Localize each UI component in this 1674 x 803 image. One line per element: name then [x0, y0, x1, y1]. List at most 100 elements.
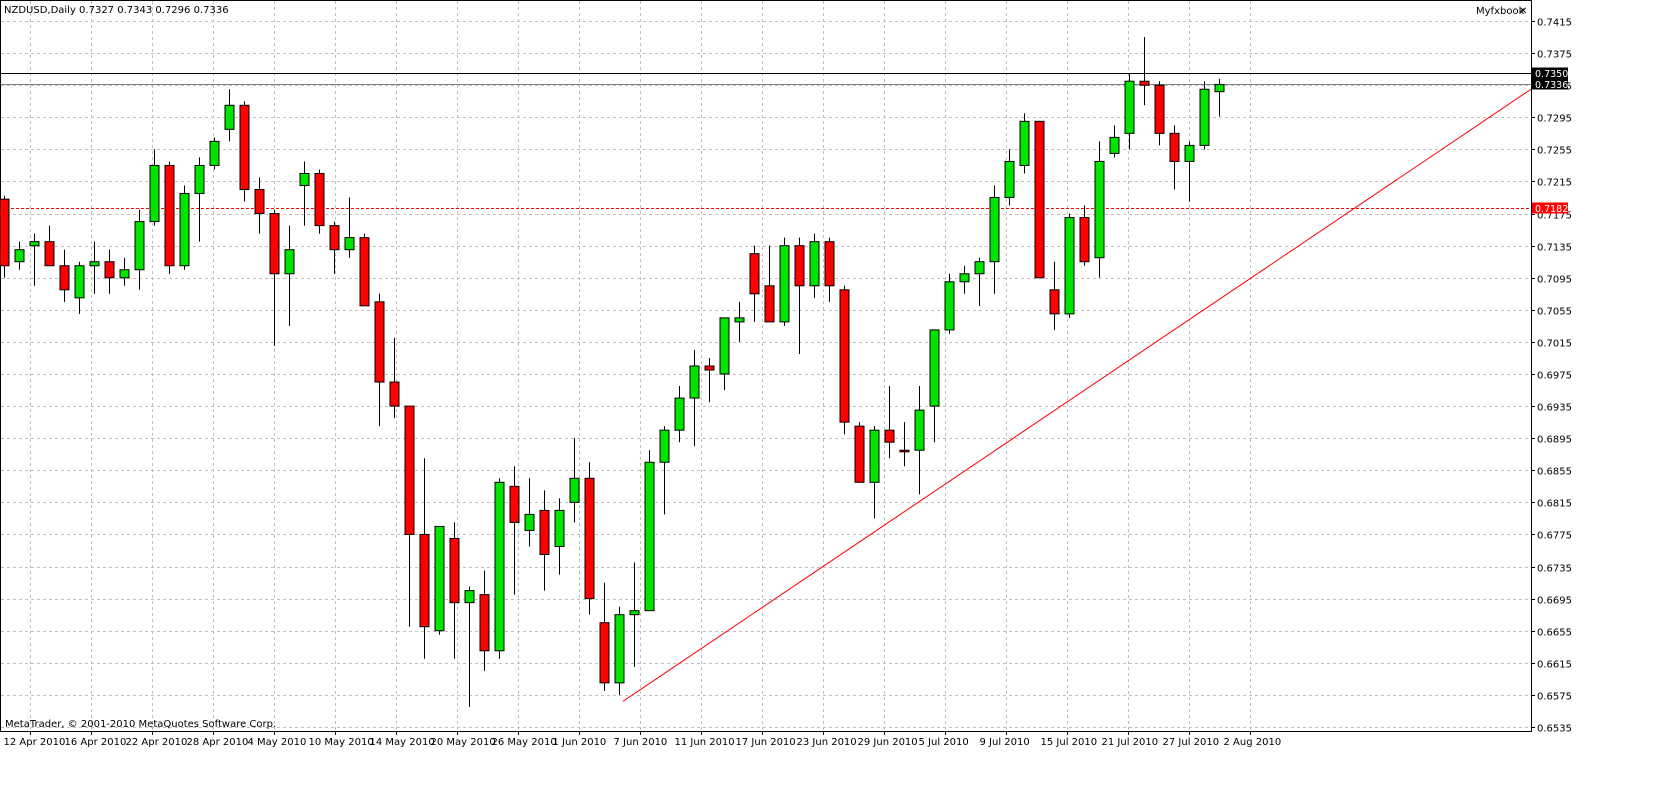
date-tick-label: 22 Apr 2010 — [126, 737, 188, 748]
price-tick-label: 0.7015 — [1537, 339, 1572, 350]
candle — [1079, 205, 1090, 266]
candle — [914, 386, 925, 495]
price-line-badge — [1532, 67, 1568, 79]
symbol-info: NZDUSD,Daily 0.7327 0.7343 0.7296 0.7336 — [4, 5, 229, 16]
close-icon[interactable]: ✕ — [1519, 6, 1527, 17]
price-line-label: 0.7182 — [1535, 204, 1568, 215]
candle — [1139, 37, 1150, 106]
candle — [629, 562, 640, 667]
candle — [14, 241, 25, 270]
candle — [854, 422, 865, 483]
candle — [374, 293, 385, 427]
candle — [974, 257, 985, 306]
candle-body — [674, 397, 685, 431]
price-tick-label: 0.6895 — [1537, 435, 1572, 446]
candle-body — [359, 237, 370, 307]
price-tick-label: 0.7215 — [1537, 178, 1572, 189]
candle — [164, 161, 175, 274]
date-tick-label: 27 Jul 2010 — [1163, 737, 1220, 748]
candle — [224, 89, 235, 142]
date-tick-label: 7 Jun 2010 — [614, 737, 668, 748]
candle-body — [224, 104, 235, 130]
candle-body — [1079, 217, 1090, 263]
candle — [329, 221, 340, 274]
candle — [344, 197, 355, 258]
candle-body — [209, 140, 220, 166]
candle — [29, 233, 40, 286]
price-tick-label: 0.7415 — [1537, 18, 1572, 29]
candle — [1019, 113, 1030, 174]
candle-body — [374, 301, 385, 383]
candle-body — [929, 329, 940, 407]
candle-body — [1184, 144, 1195, 162]
candle — [404, 405, 415, 627]
candle — [839, 285, 850, 435]
candle — [104, 249, 115, 294]
date-tick-label: 21 Jul 2010 — [1102, 737, 1159, 748]
candle — [539, 490, 550, 591]
candle — [1214, 78, 1225, 117]
candle — [614, 606, 625, 695]
date-tick-label: 12 Apr 2010 — [4, 737, 66, 748]
candle-body — [689, 365, 700, 399]
candle-body — [1019, 120, 1030, 166]
candle — [959, 265, 970, 294]
price-tick-label: 0.6575 — [1537, 692, 1572, 703]
candle-body — [614, 614, 625, 684]
myfxbook-label[interactable]: Myfxbook — [1476, 6, 1525, 17]
candle-body — [1094, 160, 1105, 259]
candle — [794, 237, 805, 354]
candle-body — [1034, 120, 1045, 279]
date-tick-label: 2 Aug 2010 — [1224, 737, 1282, 748]
price-tick-label: 0.6615 — [1537, 660, 1572, 671]
price-tick-label: 0.7295 — [1537, 114, 1572, 125]
candle-body — [584, 477, 595, 600]
trendline-layer[interactable] — [622, 88, 1532, 702]
trendline[interactable] — [622, 88, 1532, 702]
date-tick-label: 14 May 2010 — [370, 737, 435, 748]
candle — [989, 185, 1000, 294]
candle-body — [239, 104, 250, 191]
candle-body — [434, 525, 445, 632]
price-tick-label: 0.6975 — [1537, 371, 1572, 382]
candle-body — [1064, 217, 1075, 315]
candle — [704, 357, 715, 403]
candle — [419, 458, 430, 659]
price-tick-label: 0.6855 — [1537, 467, 1572, 478]
candle — [494, 478, 505, 659]
candle — [1064, 213, 1075, 318]
candle — [0, 195, 10, 278]
candle — [944, 273, 955, 334]
candle-body — [164, 164, 175, 267]
candle-body — [314, 172, 325, 227]
candles — [0, 37, 1225, 707]
price-tick-label: 0.6695 — [1537, 596, 1572, 607]
candle-body — [1049, 289, 1060, 315]
date-tick-label: 23 Jun 2010 — [797, 737, 857, 748]
date-axis: 12 Apr 2010 16 Apr 2010 22 Apr 2010 28 Apr … — [4, 731, 1282, 748]
candle-body — [284, 249, 295, 275]
candle-body — [779, 245, 790, 323]
date-tick-label: 4 May 2010 — [248, 737, 307, 748]
candle-body — [344, 237, 355, 251]
candle-body — [539, 509, 550, 556]
candle-body — [524, 513, 535, 531]
price-tick-label: 0.7375 — [1537, 50, 1572, 61]
candle-body — [179, 193, 190, 267]
candle-body — [599, 622, 610, 684]
candle — [299, 161, 310, 226]
candle — [1049, 261, 1060, 330]
candle — [659, 426, 670, 515]
candle-body — [839, 289, 850, 423]
copyright-text: MetaTrader, © 2001-2010 MetaQuotes Softw… — [5, 719, 276, 730]
candle — [284, 225, 295, 326]
candle — [134, 209, 145, 290]
date-tick-label: 5 Jul 2010 — [919, 737, 969, 748]
candle-body — [764, 285, 775, 323]
candle — [194, 157, 205, 242]
candle — [1199, 81, 1210, 150]
candle — [809, 233, 820, 298]
price-tick-label: 0.7135 — [1537, 243, 1572, 254]
candle-body — [629, 610, 640, 616]
